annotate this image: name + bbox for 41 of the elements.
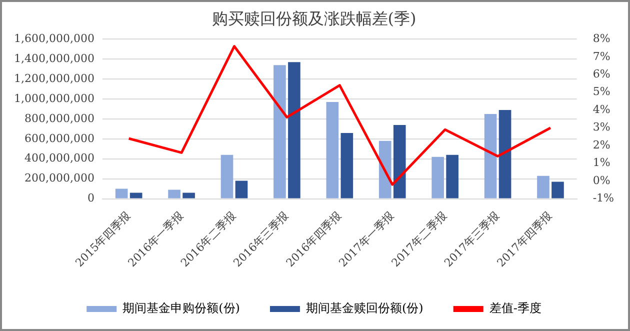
y2-tick-label: 3%	[592, 120, 610, 134]
bar	[537, 176, 550, 198]
y2-tick-label: -1%	[592, 192, 614, 205]
bar	[115, 188, 128, 198]
y-tick-label: 200,000,000	[24, 172, 94, 185]
bar	[446, 154, 458, 198]
bar	[326, 102, 339, 198]
bar	[378, 140, 392, 198]
bar	[288, 62, 300, 198]
y2-tick-label: 1%	[592, 156, 610, 170]
bar	[340, 132, 354, 198]
y2-tick-label: 6%	[592, 68, 610, 81]
bar	[168, 190, 180, 198]
bar	[498, 110, 512, 198]
chart-title: 购买赎回份额及涨跌幅差(季)	[212, 8, 416, 28]
bar	[274, 65, 286, 198]
bar	[484, 114, 497, 198]
y2-tick-label: 8%	[592, 32, 610, 46]
y-tick-label: 600,000,000	[24, 132, 94, 145]
legend-label: 期间基金申购份额(份)	[122, 301, 240, 316]
y-tick-label: 800,000,000	[24, 112, 94, 125]
y2-tick-label: 0%	[592, 174, 610, 187]
y2-tick-label: 4%	[592, 102, 610, 116]
y-tick-label: 1,000,000,000	[14, 92, 94, 105]
y-tick-label: 0	[87, 192, 94, 205]
bar	[220, 154, 234, 198]
legend-label: 差值-季度	[489, 301, 542, 316]
bar	[235, 180, 248, 198]
y-tick-label: 1,600,000,000	[14, 32, 94, 46]
legend-label: 期间基金赎回份额(份)	[306, 301, 424, 316]
y2-tick-label: 5%	[592, 85, 610, 98]
bar	[393, 124, 406, 198]
y-tick-label: 1,400,000,000	[14, 52, 94, 66]
y2-tick-label: 7%	[592, 50, 610, 63]
y-tick-label: 400,000,000	[24, 152, 94, 165]
y-tick-label: 1,200,000,000	[14, 72, 94, 85]
y2-tick-label: 2%	[592, 138, 610, 152]
bar	[130, 192, 142, 198]
bar	[552, 182, 564, 198]
bar	[182, 192, 195, 198]
bar	[432, 156, 444, 198]
